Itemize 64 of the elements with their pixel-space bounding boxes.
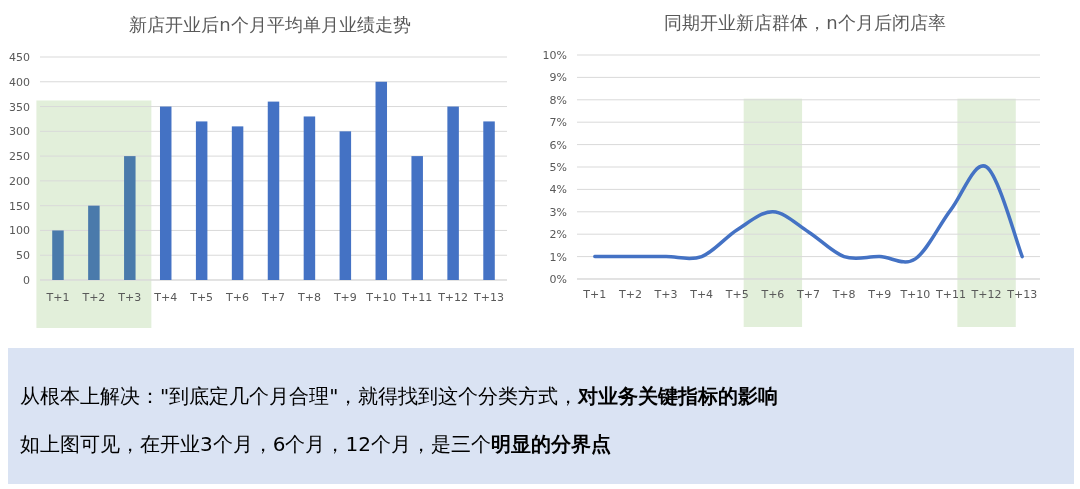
x-tick-label: T+4 [153, 291, 178, 304]
bar [447, 106, 459, 280]
chart-title: 新店开业后n个月平均单月业绩走势 [129, 14, 411, 35]
x-tick-label: T+8 [296, 291, 321, 304]
y-tick-label: 200 [9, 174, 30, 188]
x-tick-label: T+2 [81, 291, 106, 304]
y-tick-label: 400 [9, 75, 30, 89]
y-tick-label: 8% [549, 93, 567, 107]
y-tick-label: 1% [549, 250, 567, 264]
chart-title: 同期开业新店群体，n个月后闭店率 [664, 12, 946, 33]
bar [483, 121, 495, 280]
x-tick-label: T+13 [1006, 288, 1038, 301]
x-tick-label: T+9 [867, 288, 892, 301]
x-tick-label: T+9 [332, 291, 357, 304]
x-tick-label: T+3 [653, 288, 678, 301]
x-tick-label: T+10 [365, 291, 397, 304]
x-tick-label: T+7 [261, 291, 285, 304]
y-tick-label: 300 [9, 125, 30, 139]
bar [195, 121, 208, 280]
bar [303, 116, 316, 280]
y-tick-label: 350 [9, 100, 30, 114]
y-tick-label: 150 [9, 199, 30, 213]
bar [267, 101, 280, 280]
x-tick-label: T+5 [724, 288, 749, 301]
x-tick-label: T+12 [437, 291, 469, 304]
x-tick-label: T+8 [831, 288, 856, 301]
x-tick-label: T+13 [473, 291, 505, 304]
text: 从根本上解决："到底定几个月合理"，就得找到这个分类方式，对业务关键指标的影响 [20, 384, 779, 408]
y-tick-label: 100 [9, 224, 30, 238]
x-tick-label: T+1 [582, 288, 607, 301]
x-tick-label: T+4 [689, 288, 714, 301]
y-tick-label: 250 [9, 150, 30, 164]
x-tick-label: T+6 [225, 291, 250, 304]
bar [231, 126, 244, 280]
bar [339, 131, 352, 280]
bar [52, 230, 64, 280]
bar [411, 156, 423, 280]
y-tick-label: 2% [549, 228, 567, 242]
x-tick-label: T+11 [934, 288, 966, 301]
y-tick-label: 4% [549, 183, 567, 197]
x-tick-label: T+11 [401, 291, 433, 304]
bar [159, 106, 172, 280]
x-tick-label: T+12 [970, 288, 1002, 301]
bar [88, 205, 100, 280]
x-tick-label: T+10 [899, 288, 931, 301]
y-tick-label: 0% [549, 273, 567, 286]
y-tick-label: 50 [16, 249, 30, 263]
x-tick-label: T+1 [45, 291, 70, 304]
y-tick-label: 6% [549, 138, 567, 152]
x-tick-label: T+5 [189, 291, 214, 304]
bar [124, 156, 136, 280]
y-tick-label: 10% [542, 49, 567, 62]
y-tick-label: 5% [549, 161, 567, 174]
bar [375, 81, 388, 280]
text: 如上图可见，在开业3个月，6个月，12个月，是三个明显的分界点 [20, 432, 611, 456]
y-tick-label: 3% [549, 205, 567, 219]
x-tick-label: T+3 [117, 291, 142, 304]
x-tick-label: T+2 [617, 288, 642, 301]
x-tick-label: T+6 [760, 288, 785, 301]
x-tick-label: T+7 [796, 288, 820, 301]
y-tick-label: 0 [23, 274, 30, 287]
y-tick-label: 9% [549, 71, 567, 85]
y-tick-label: 7% [549, 116, 567, 130]
y-tick-label: 450 [9, 51, 30, 64]
